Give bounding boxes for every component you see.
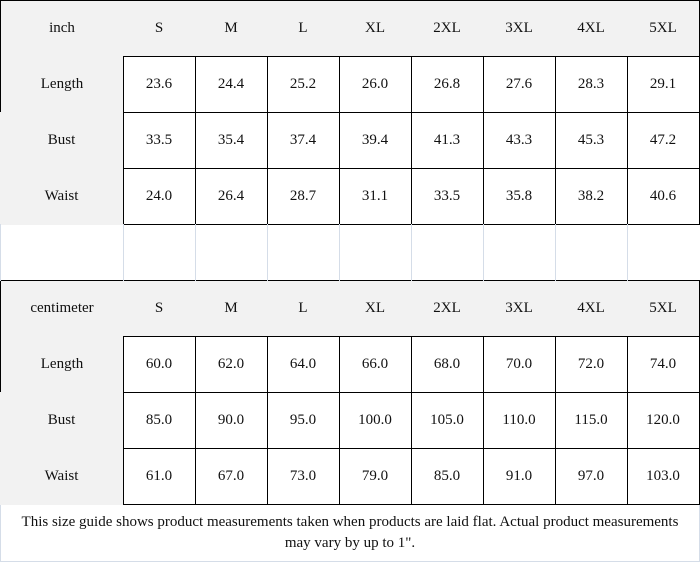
- size-header: 3XL: [483, 0, 556, 57]
- size-header: L: [267, 280, 340, 337]
- measurement-cell: 24.4: [195, 56, 268, 113]
- spacer-cell: [555, 224, 628, 281]
- measurement-cell: 62.0: [195, 336, 268, 393]
- size-guide-note: This size guide shows product measuremen…: [0, 504, 700, 562]
- measurement-cell: 47.2: [627, 112, 700, 169]
- measurement-cell: 61.0: [123, 448, 196, 505]
- measurement-cell: 40.6: [627, 168, 700, 225]
- measurement-cell: 115.0: [555, 392, 628, 449]
- measurement-cell: 103.0: [627, 448, 700, 505]
- unit-header: inch: [0, 0, 124, 57]
- measurement-cell: 70.0: [483, 336, 556, 393]
- size-header: 5XL: [627, 0, 700, 57]
- row-label: Waist: [0, 168, 124, 225]
- measurement-cell: 24.0: [123, 168, 196, 225]
- size-header: 2XL: [411, 280, 484, 337]
- measurement-cell: 26.0: [339, 56, 412, 113]
- measurement-cell: 33.5: [123, 112, 196, 169]
- measurement-cell: 95.0: [267, 392, 340, 449]
- measurement-cell: 105.0: [411, 392, 484, 449]
- measurement-cell: 97.0: [555, 448, 628, 505]
- measurement-cell: 73.0: [267, 448, 340, 505]
- measurement-cell: 23.6: [123, 56, 196, 113]
- measurement-cell: 45.3: [555, 112, 628, 169]
- size-header: M: [195, 0, 268, 57]
- measurement-cell: 31.1: [339, 168, 412, 225]
- measurement-cell: 66.0: [339, 336, 412, 393]
- measurement-cell: 60.0: [123, 336, 196, 393]
- measurement-cell: 26.8: [411, 56, 484, 113]
- measurement-cell: 91.0: [483, 448, 556, 505]
- measurement-cell: 120.0: [627, 392, 700, 449]
- size-header: 4XL: [555, 280, 628, 337]
- size-header: 5XL: [627, 280, 700, 337]
- size-header: S: [123, 0, 196, 57]
- measurement-cell: 29.1: [627, 56, 700, 113]
- measurement-cell: 26.4: [195, 168, 268, 225]
- measurement-cell: 28.3: [555, 56, 628, 113]
- unit-header: centimeter: [0, 280, 124, 337]
- measurement-cell: 43.3: [483, 112, 556, 169]
- measurement-cell: 74.0: [627, 336, 700, 393]
- measurement-cell: 27.6: [483, 56, 556, 113]
- measurement-cell: 35.4: [195, 112, 268, 169]
- measurement-cell: 85.0: [411, 448, 484, 505]
- spacer-cell: [123, 224, 196, 281]
- size-header: S: [123, 280, 196, 337]
- row-label: Bust: [0, 392, 124, 449]
- row-label: Length: [0, 56, 124, 113]
- measurement-cell: 35.8: [483, 168, 556, 225]
- measurement-cell: 90.0: [195, 392, 268, 449]
- spacer-cell: [411, 224, 484, 281]
- size-header: M: [195, 280, 268, 337]
- spacer-cell: [0, 224, 124, 281]
- size-header: 3XL: [483, 280, 556, 337]
- size-header: XL: [339, 0, 412, 57]
- measurement-cell: 33.5: [411, 168, 484, 225]
- row-label: Length: [0, 336, 124, 393]
- measurement-cell: 41.3: [411, 112, 484, 169]
- spacer-cell: [483, 224, 556, 281]
- measurement-cell: 79.0: [339, 448, 412, 505]
- measurement-cell: 38.2: [555, 168, 628, 225]
- size-header: XL: [339, 280, 412, 337]
- measurement-cell: 37.4: [267, 112, 340, 169]
- spacer-cell: [195, 224, 268, 281]
- measurement-cell: 100.0: [339, 392, 412, 449]
- size-header: 2XL: [411, 0, 484, 57]
- measurement-cell: 28.7: [267, 168, 340, 225]
- measurement-cell: 67.0: [195, 448, 268, 505]
- spacer-cell: [339, 224, 412, 281]
- row-label: Waist: [0, 448, 124, 505]
- measurement-cell: 68.0: [411, 336, 484, 393]
- measurement-cell: 39.4: [339, 112, 412, 169]
- size-header: 4XL: [555, 0, 628, 57]
- measurement-cell: 72.0: [555, 336, 628, 393]
- measurement-cell: 85.0: [123, 392, 196, 449]
- row-label: Bust: [0, 112, 124, 169]
- spacer-cell: [627, 224, 700, 281]
- measurement-cell: 25.2: [267, 56, 340, 113]
- measurement-cell: 64.0: [267, 336, 340, 393]
- size-header: L: [267, 0, 340, 57]
- spacer-cell: [267, 224, 340, 281]
- measurement-cell: 110.0: [483, 392, 556, 449]
